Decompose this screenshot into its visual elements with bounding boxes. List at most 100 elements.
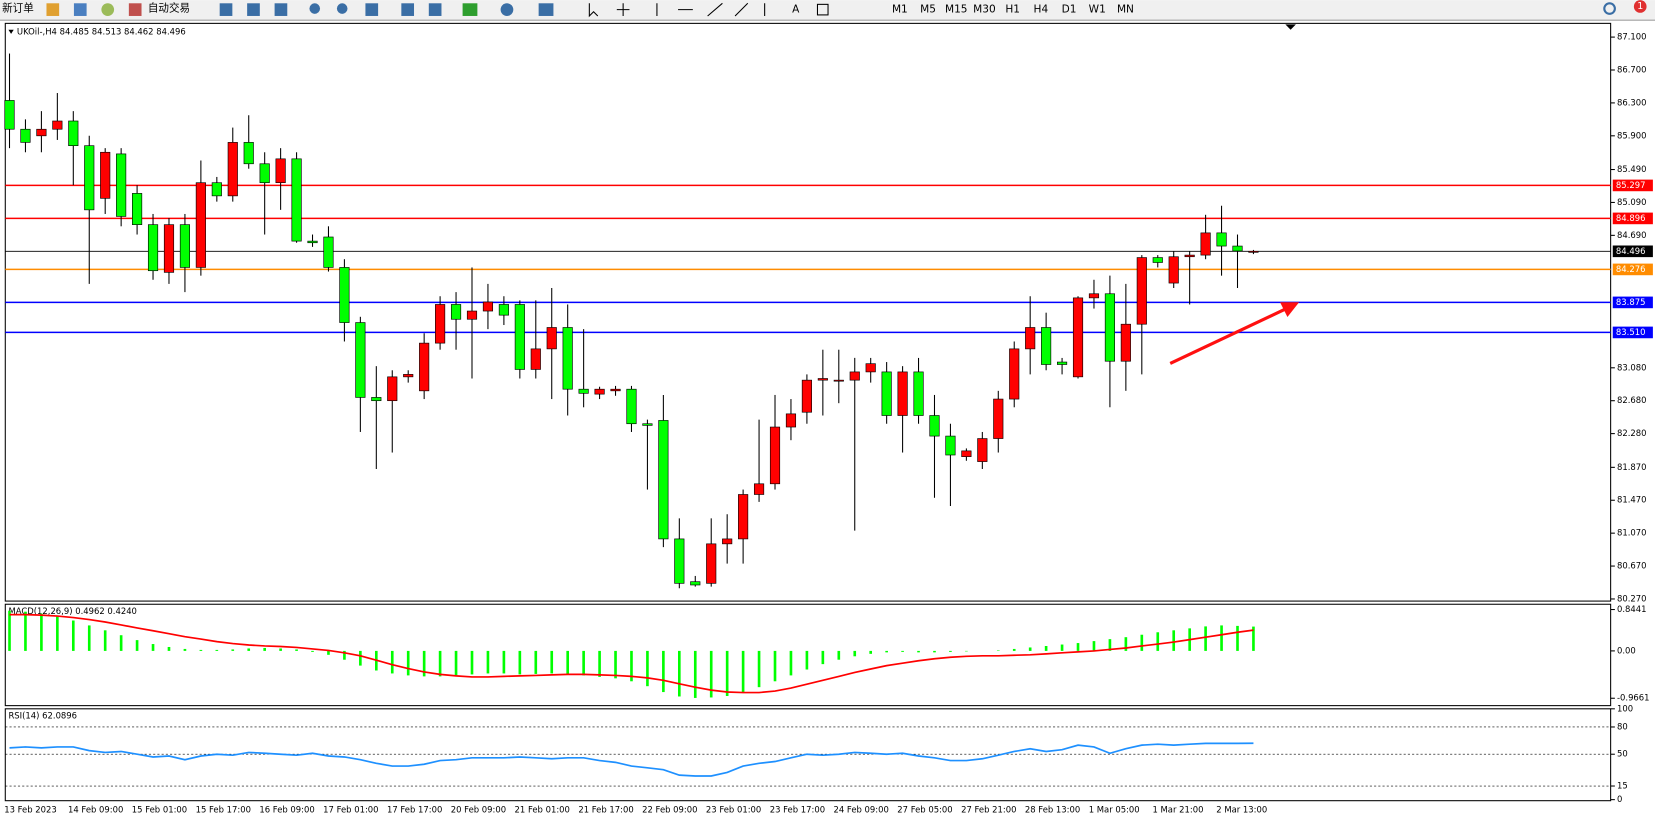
- notification-badge[interactable]: [1633, 0, 1647, 13]
- candle-body: [1200, 232, 1211, 256]
- label-tool[interactable]: [816, 3, 829, 16]
- icon[interactable]: [462, 3, 478, 16]
- icon[interactable]: [336, 3, 348, 14]
- candle-body: [100, 151, 111, 199]
- candle-body: [1009, 348, 1020, 400]
- icon[interactable]: [247, 3, 260, 16]
- candle-body: [387, 376, 398, 402]
- icon[interactable]: [538, 3, 554, 16]
- annotation-arrow: [1169, 308, 1285, 365]
- candle-body: [1232, 245, 1243, 252]
- icon[interactable]: [365, 3, 379, 16]
- candle-body: [403, 374, 414, 378]
- icon[interactable]: [46, 3, 60, 16]
- x-tick-label: 27 Feb 05:00: [897, 805, 952, 815]
- candle-body: [514, 304, 525, 370]
- timeframe-button[interactable]: M30: [973, 4, 996, 16]
- candle-body: [769, 426, 781, 485]
- candle-body: [817, 378, 828, 381]
- y-tick-label: 50: [1617, 749, 1628, 759]
- icon[interactable]: [309, 3, 321, 14]
- timeframe-button[interactable]: MN: [1117, 4, 1134, 16]
- indicator-line: [9, 742, 1254, 777]
- candle-body: [1184, 254, 1195, 258]
- crosshair-tool[interactable]: [616, 3, 630, 16]
- x-tick-label: 2 Mar 13:00: [1216, 805, 1267, 815]
- candle-body: [291, 158, 302, 242]
- text-tool[interactable]: A: [792, 4, 800, 16]
- y-tick-label: 85.490: [1617, 164, 1647, 174]
- candle-body: [1216, 232, 1227, 247]
- candle-body: [419, 342, 430, 392]
- y-tick-label: 85.090: [1617, 197, 1647, 207]
- y-tick-label: 87.100: [1617, 32, 1647, 42]
- y-tick-label: 82.680: [1617, 395, 1647, 405]
- plot: UKOil-,H4 84.485 84.513 84.462 84.496 87.…: [4, 26, 1653, 815]
- candle-body: [132, 193, 143, 225]
- icon[interactable]: [500, 3, 514, 16]
- timeframe-button[interactable]: D1: [1062, 4, 1077, 16]
- candle-body: [1248, 250, 1259, 253]
- icon[interactable]: [219, 3, 233, 16]
- timeframe-button[interactable]: M1: [892, 4, 908, 16]
- candle-body: [243, 142, 254, 165]
- price-label-bg: [1612, 179, 1653, 192]
- notification-count: 1: [1637, 1, 1643, 12]
- y-tick-label: 100: [1617, 703, 1633, 713]
- candle-body: [578, 388, 589, 394]
- y-tick-label: 80: [1617, 721, 1628, 731]
- price-label: 83.510: [1616, 327, 1646, 337]
- price-label-bg: [1612, 245, 1653, 258]
- y-tick-label: 15: [1617, 781, 1628, 791]
- candle-body: [1072, 297, 1084, 378]
- candle-body: [195, 182, 206, 268]
- y-tick-label: 80.270: [1617, 593, 1647, 603]
- x-tick-label: 17 Feb 01:00: [323, 805, 378, 815]
- timeframe-button[interactable]: H1: [1005, 4, 1020, 16]
- new-order[interactable]: 新订单: [2, 2, 34, 15]
- timeframe-button[interactable]: W1: [1089, 4, 1106, 16]
- y-tick-label: 82.280: [1617, 428, 1647, 438]
- y-tick-label: 86.700: [1617, 64, 1647, 74]
- price-label-bg: [1612, 296, 1653, 309]
- y-tick-label: 81.870: [1617, 462, 1647, 472]
- y-tick-label: 0.00: [1617, 645, 1636, 655]
- timeframe-button[interactable]: M15: [945, 4, 968, 16]
- candle-body: [1136, 257, 1147, 325]
- candle-body: [993, 398, 1004, 439]
- candle-body: [227, 142, 238, 197]
- timeframe-button[interactable]: M5: [920, 4, 936, 16]
- candle-body: [259, 163, 270, 184]
- icon[interactable]: [274, 3, 288, 16]
- timeframe-button[interactable]: H4: [1034, 4, 1049, 16]
- icon[interactable]: [401, 3, 415, 16]
- cursor-tool[interactable]: [588, 3, 599, 18]
- x-tick-label: 13 Feb 2023: [4, 805, 57, 815]
- x-tick-label: 15 Feb 17:00: [196, 805, 251, 815]
- candle-body: [1088, 293, 1100, 299]
- candle-body: [435, 304, 446, 344]
- candle-body: [275, 158, 286, 184]
- icon[interactable]: [73, 3, 87, 16]
- x-tick-label: 17 Feb 17:00: [387, 805, 442, 815]
- x-tick-label: 22 Feb 09:00: [642, 805, 697, 815]
- candle-body: [546, 327, 557, 350]
- x-tick-label: 21 Feb 01:00: [515, 805, 570, 815]
- price-label: 83.875: [1616, 297, 1646, 307]
- icon[interactable]: [101, 3, 115, 16]
- candle-body: [466, 310, 478, 320]
- x-tick-label: 23 Feb 17:00: [770, 805, 825, 815]
- auto-trading[interactable]: 自动交易: [148, 2, 190, 15]
- y-tick-label: 81.070: [1617, 528, 1647, 538]
- icon[interactable]: [128, 3, 142, 16]
- toolbar-icons: [219, 3, 554, 16]
- annotation-arrowhead: [1280, 302, 1300, 317]
- icon[interactable]: [428, 3, 442, 16]
- menu-marker: [8, 29, 14, 34]
- candle-body: [530, 348, 541, 370]
- line-tools[interactable]: [656, 2, 766, 17]
- x-tick-label: 24 Feb 09:00: [834, 805, 889, 815]
- candle-body: [1120, 323, 1131, 362]
- search[interactable]: [1603, 2, 1616, 15]
- y-tick-label: 80.670: [1617, 561, 1647, 571]
